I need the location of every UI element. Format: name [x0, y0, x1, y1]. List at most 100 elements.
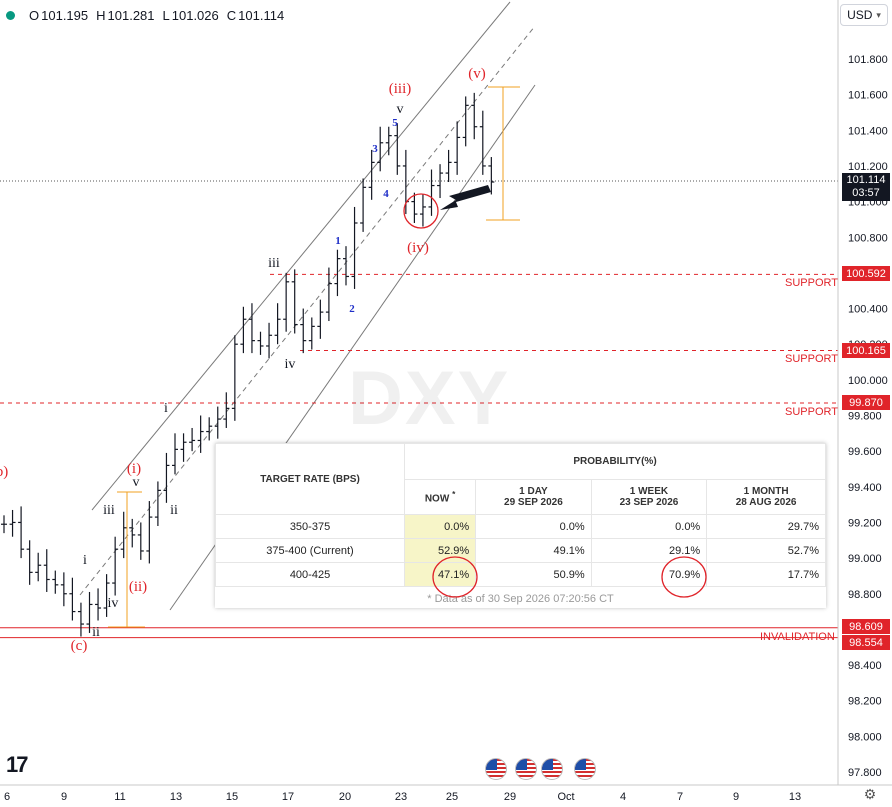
y-tick-label: 101.400 [848, 125, 888, 137]
x-tick-label: 17 [282, 791, 294, 803]
x-tick-label: 29 [504, 791, 516, 803]
high-label: H [96, 8, 106, 23]
y-tick-label: 98.000 [848, 731, 882, 743]
x-tick-label: 13 [789, 791, 801, 803]
x-tick-label: 9 [61, 791, 67, 803]
support-label-1: SUPPORT [785, 277, 838, 289]
cell-1month: 52.7% [706, 538, 826, 563]
wave-label: b) [0, 464, 8, 480]
x-tick-label: 4 [620, 791, 626, 803]
status-dot [6, 11, 15, 20]
cell-1week: 0.0% [590, 514, 708, 539]
support-label-3: SUPPORT [785, 406, 838, 418]
open-label: O [29, 8, 40, 23]
chart-watermark: DXY [348, 356, 511, 441]
y-tick-label: 99.400 [848, 482, 882, 494]
tradingview-logo: 17 [6, 752, 29, 777]
invalidation-label: INVALIDATION [760, 631, 835, 643]
row-label: 400-425 [215, 562, 405, 587]
open-value: 101.195 [41, 8, 89, 23]
low-value: 101.026 [171, 8, 219, 23]
one-day-header: 1 DAY 29 SEP 2026 [475, 479, 592, 515]
table-row: 400-425 47.1% 50.9% 70.9% 17.7% [215, 562, 826, 587]
us-flag-icon[interactable] [541, 758, 563, 780]
bar-countdown: 03:57 [852, 187, 880, 199]
row-label: 350-375 [215, 514, 405, 539]
us-flag-icon[interactable] [515, 758, 537, 780]
y-tick-label: 100.400 [848, 304, 888, 316]
currency-label: USD [847, 8, 873, 22]
ohlc-legend: O 101.195 H 101.281 L 101.026 C 101.114 [6, 8, 290, 23]
cell-1month: 29.7% [706, 514, 826, 539]
level-tag-5: 98.554 [842, 635, 890, 650]
wave-iv-circle [403, 193, 439, 229]
x-tick-label: 15 [226, 791, 238, 803]
y-tick-label: 99.200 [848, 517, 882, 529]
wave-label: v [397, 102, 404, 117]
y-tick-label: 99.600 [848, 446, 882, 458]
now-header: NOW * [403, 479, 477, 515]
close-value: 101.114 [238, 8, 285, 23]
level-tag-4: 98.609 [842, 619, 890, 634]
y-tick-label: 97.800 [848, 767, 882, 779]
wave-label: i [83, 553, 87, 568]
wave-label: (iv) [407, 240, 429, 256]
channel-mid-line [79, 25, 536, 596]
y-tick-label: 101.800 [848, 54, 888, 66]
close-label: C [226, 8, 237, 23]
x-tick-label: 23 [395, 791, 407, 803]
x-tick-label: 20 [339, 791, 351, 803]
wave-label: ii [170, 503, 178, 518]
us-flag-icon[interactable] [574, 758, 596, 780]
table-footnote: * Data as of 30 Sep 2026 07:20:56 CT [427, 593, 614, 605]
level-tag-3: 99.870 [842, 395, 890, 410]
cell-now: 47.1% [403, 562, 477, 587]
y-tick-label: 98.400 [848, 660, 882, 672]
gear-icon[interactable]: ⚙ [863, 786, 877, 802]
wave-label: (v) [468, 66, 486, 82]
wave-label: (iii) [389, 81, 412, 97]
y-tick-label: 100.800 [848, 232, 888, 244]
wave-label: 2 [349, 303, 355, 315]
target-rate-header: TARGET RATE (BPS) [215, 443, 405, 515]
x-tick-label: 9 [733, 791, 739, 803]
wave-label: 5 [392, 117, 398, 129]
y-tick-label: 100.000 [848, 375, 888, 387]
wave-label: iv [108, 596, 119, 611]
cell-1month: 17.7% [706, 562, 826, 587]
y-tick-label: 99.000 [848, 553, 882, 565]
table-row: 350-375 0.0% 0.0% 0.0% 29.7% [215, 514, 826, 539]
x-tick-label: 6 [4, 791, 10, 803]
pointer-arrow [440, 185, 491, 210]
wave-label: 4 [383, 188, 389, 200]
cell-now: 0.0% [403, 514, 477, 539]
channel-upper-line [91, 1, 511, 511]
wave-label: iii [268, 256, 280, 271]
last-price-tag: 101.114 03:57 [842, 173, 890, 201]
cell-1week: 29.1% [590, 538, 708, 563]
wave-label: i [164, 401, 168, 416]
support-label-2: SUPPORT [785, 353, 838, 365]
probability-header: PROBABILITY(%) [404, 443, 826, 480]
row-label: 375-400 (Current) [215, 538, 405, 563]
x-tick-label: 11 [114, 791, 125, 803]
x-tick-label: 25 [446, 791, 458, 803]
currency-selector[interactable]: USD ▾ [840, 4, 888, 26]
cell-1week: 70.9% [590, 562, 708, 587]
wave-label: (ii) [129, 579, 147, 595]
cell-1day: 50.9% [475, 562, 592, 587]
y-tick-label: 101.200 [848, 161, 888, 173]
y-tick-label: 98.200 [848, 696, 882, 708]
cell-1day: 0.0% [475, 514, 592, 539]
probability-table: TARGET RATE (BPS) PROBABILITY(%) NOW * 1… [215, 443, 826, 608]
table-row: 375-400 (Current) 52.9% 49.1% 29.1% 52.7… [215, 538, 826, 563]
wave-label: (c) [71, 638, 88, 654]
x-tick-label: 13 [170, 791, 182, 803]
wave-label: ii [92, 625, 100, 640]
one-month-header: 1 MONTH 28 AUG 2026 [706, 479, 826, 515]
y-tick-label: 99.800 [848, 411, 882, 423]
us-flag-icon[interactable] [485, 758, 507, 780]
wave-label: iv [285, 357, 296, 372]
cell-1day: 49.1% [475, 538, 592, 563]
wave-label: 3 [372, 143, 378, 155]
